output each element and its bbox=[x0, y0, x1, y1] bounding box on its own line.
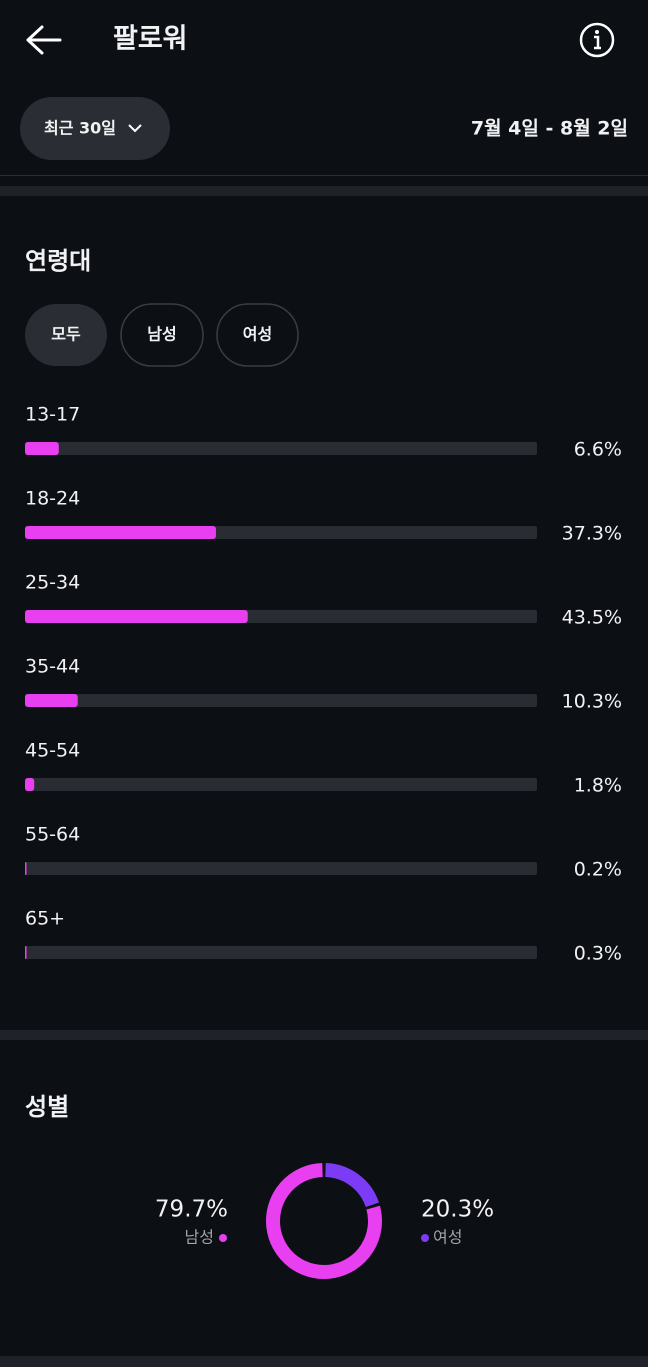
bar-track bbox=[25, 694, 537, 707]
tab[interactable]: 여성 bbox=[216, 303, 299, 367]
bar bbox=[25, 526, 216, 539]
section-title: 성별 bbox=[25, 1093, 69, 1121]
section-divider bbox=[0, 1356, 648, 1367]
tab-pill bbox=[120, 303, 204, 367]
bar-track bbox=[25, 442, 537, 455]
value-label: 37.3% bbox=[562, 523, 622, 545]
bar-track bbox=[25, 862, 537, 875]
section-title: 연령대 bbox=[25, 247, 91, 275]
age-label: 25-34 bbox=[25, 572, 80, 594]
section-divider bbox=[0, 1030, 648, 1040]
bar bbox=[25, 694, 78, 707]
bar bbox=[25, 946, 27, 959]
range-button[interactable]: 최근 30일 bbox=[20, 97, 170, 160]
age-label: 35-44 bbox=[25, 656, 80, 678]
info-circle bbox=[579, 22, 615, 58]
bar bbox=[25, 442, 59, 455]
range-pill bbox=[20, 97, 170, 160]
info-dot bbox=[595, 30, 599, 34]
value-label: 6.6% bbox=[574, 439, 622, 461]
age-label: 65+ bbox=[25, 908, 65, 930]
value-label: 43.5% bbox=[562, 607, 622, 629]
info-stem bbox=[594, 35, 601, 50]
age-label: 13-17 bbox=[25, 404, 80, 426]
tab-label: 모두 bbox=[51, 325, 81, 344]
bar-track bbox=[25, 778, 537, 791]
page-title: 팔로워 bbox=[113, 24, 188, 55]
legend-label: 여성 bbox=[433, 1228, 462, 1247]
bar bbox=[25, 778, 35, 791]
tab-pill bbox=[25, 304, 107, 366]
value-label: 20.3% bbox=[421, 1197, 494, 1223]
value-label: 79.7% bbox=[155, 1197, 228, 1223]
value-label: 0.3% bbox=[574, 943, 622, 965]
chevron bbox=[128, 124, 142, 133]
bar-track bbox=[25, 946, 537, 959]
age-label: 18-24 bbox=[25, 488, 80, 510]
tab-label: 남성 bbox=[147, 325, 176, 344]
legend-dot bbox=[219, 1234, 227, 1242]
age-label: 55-64 bbox=[25, 824, 80, 846]
divider bbox=[0, 175, 648, 176]
tab[interactable]: 남성 bbox=[120, 303, 204, 367]
range-label: 최근 30일 bbox=[44, 119, 116, 138]
tab[interactable]: 모두 bbox=[25, 304, 107, 366]
value-label: 10.3% bbox=[562, 691, 622, 713]
date-range: 7월 4일 - 8월 2일 bbox=[471, 118, 628, 140]
donut-segment bbox=[266, 1163, 382, 1279]
age-label: 45-54 bbox=[25, 740, 80, 762]
back-arrow bbox=[26, 25, 62, 55]
value-label: 0.2% bbox=[574, 859, 622, 881]
legend-dot bbox=[421, 1234, 429, 1242]
donut-segment bbox=[324, 1163, 379, 1208]
value-label: 1.8% bbox=[574, 775, 622, 797]
tab-label: 여성 bbox=[243, 325, 272, 344]
bar bbox=[25, 862, 27, 875]
back-button[interactable] bbox=[26, 25, 62, 55]
legend-label: 남성 bbox=[185, 1228, 214, 1247]
tab-pill bbox=[216, 303, 299, 367]
bar bbox=[25, 610, 248, 623]
info-button[interactable] bbox=[579, 22, 615, 58]
section-divider bbox=[0, 186, 648, 196]
